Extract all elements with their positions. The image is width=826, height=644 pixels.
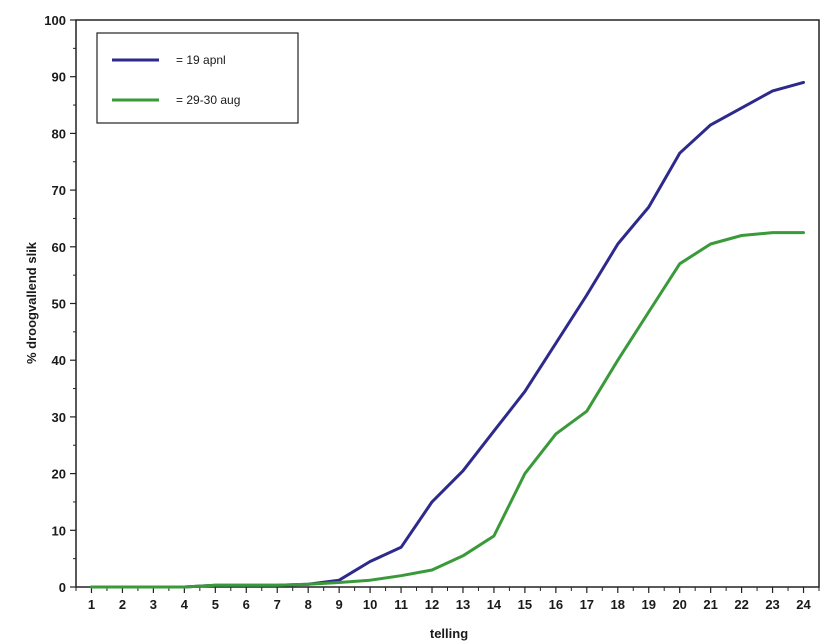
x-tick-label: 16 — [549, 597, 563, 612]
legend: = 19 apnl = 29-30 aug — [96, 32, 299, 124]
y-tick-label: 40 — [52, 353, 66, 368]
x-tick-label: 7 — [274, 597, 281, 612]
x-tick-label: 13 — [456, 597, 470, 612]
series-lines — [90, 80, 805, 589]
x-tick-label: 23 — [765, 597, 779, 612]
y-tick-label: 0 — [59, 580, 66, 595]
x-tick-label: 12 — [425, 597, 439, 612]
y-axis: 0 10 20 30 40 50 60 70 80 90 100 — [44, 13, 76, 595]
y-tick-label: 10 — [52, 523, 66, 538]
x-tick-label: 14 — [487, 597, 502, 612]
y-tick-label: 70 — [52, 183, 66, 198]
x-tick-label: 19 — [641, 597, 655, 612]
x-tick-label: 3 — [150, 597, 157, 612]
legend-label-19-april: = 19 apnl — [176, 53, 226, 67]
x-axis: 1 2 3 4 5 6 7 8 9 10 11 12 13 14 15 16 17 18 19 20 21 22 23 24 — [75, 587, 820, 612]
x-tick-label: 5 — [212, 597, 219, 612]
x-tick-label: 8 — [305, 597, 312, 612]
x-tick-label: 20 — [672, 597, 686, 612]
series-line-1 — [90, 231, 805, 589]
x-tick-label: 21 — [703, 597, 717, 612]
x-axis-title: telling — [430, 626, 468, 641]
y-tick-label: 80 — [52, 126, 66, 141]
x-tick-label: 10 — [363, 597, 377, 612]
y-axis-title: % droogvallend slik — [24, 241, 39, 364]
x-tick-label: 2 — [119, 597, 126, 612]
x-tick-label: 24 — [796, 597, 811, 612]
y-tick-label: 20 — [52, 467, 66, 482]
x-tick-label: 15 — [518, 597, 532, 612]
x-tick-label: 9 — [336, 597, 343, 612]
legend-label-29-30-aug: = 29-30 aug — [176, 93, 240, 107]
legend-box — [96, 32, 299, 124]
y-tick-label: 30 — [52, 410, 66, 425]
x-tick-label: 6 — [243, 597, 250, 612]
x-tick-label: 22 — [734, 597, 748, 612]
x-tick-label: 18 — [611, 597, 625, 612]
x-tick-label: 11 — [394, 597, 408, 612]
y-tick-label: 60 — [52, 240, 66, 255]
x-tick-label: 17 — [580, 597, 594, 612]
y-tick-label: 100 — [44, 13, 66, 28]
y-tick-label: 50 — [52, 297, 66, 312]
x-tick-label: 4 — [181, 597, 189, 612]
x-tick-label: 1 — [88, 597, 95, 612]
y-tick-label: 90 — [52, 70, 66, 85]
